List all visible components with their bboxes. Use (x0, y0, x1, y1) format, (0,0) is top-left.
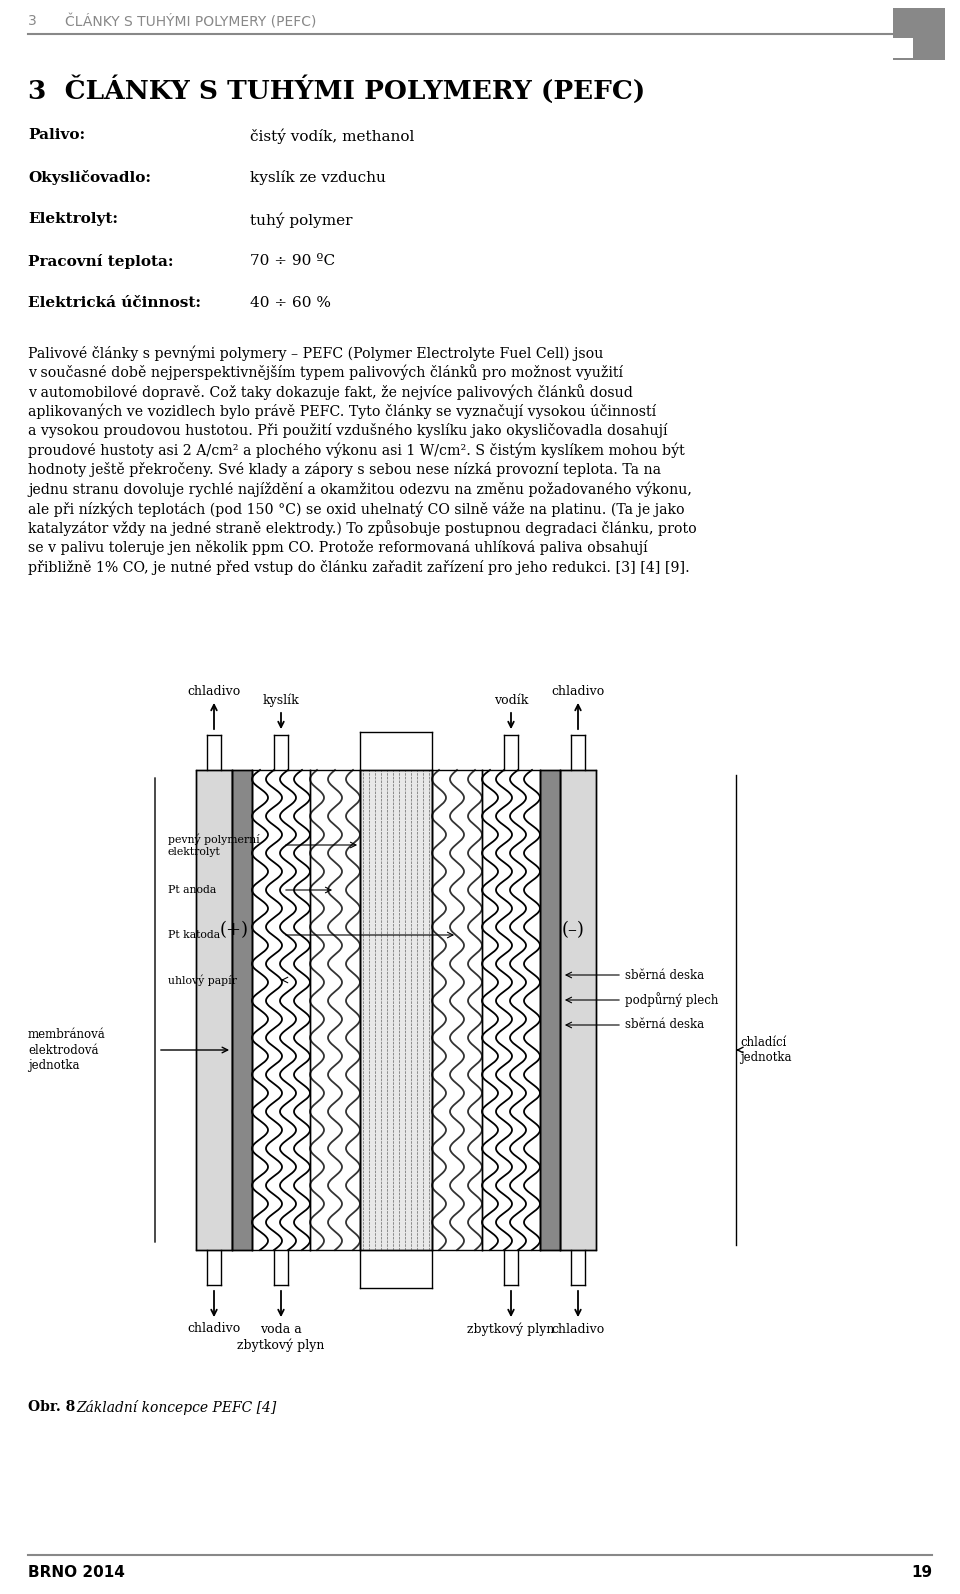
Text: Pracovní teplota:: Pracovní teplota: (28, 253, 174, 269)
Text: sběrná deska: sběrná deska (625, 1019, 704, 1031)
Text: Pt anoda: Pt anoda (168, 885, 216, 894)
Text: chladivo: chladivo (187, 685, 241, 698)
Text: aplikovaných ve vozidlech bylo právě PEFC. Tyto články se vyznačují vysokou účin: aplikovaných ve vozidlech bylo právě PEF… (28, 403, 656, 419)
Bar (893, 8, 945, 61)
Bar (360, 770, 432, 1250)
Text: zbytkový plyn: zbytkový plyn (468, 1323, 555, 1336)
Text: v současné době nejperspektivnějším typem palivových článků pro možnost využití: v současné době nejperspektivnějším type… (28, 365, 623, 381)
Text: 3  ČLÁNKY S TUHÝMI POLYMERY (PEFC): 3 ČLÁNKY S TUHÝMI POLYMERY (PEFC) (28, 75, 645, 104)
Text: a vysokou proudovou hustotou. Při použití vzdušného kyslíku jako okysličovadla d: a vysokou proudovou hustotou. Při použit… (28, 422, 667, 438)
Text: BRNO 2014: BRNO 2014 (28, 1565, 125, 1580)
Text: 40 ÷ 60 %: 40 ÷ 60 % (250, 296, 331, 309)
Text: pevný polymerní
elektrolyt: pevný polymerní elektrolyt (168, 834, 259, 856)
Text: sběrná deska: sběrná deska (625, 969, 704, 982)
Text: se v palivu toleruje jen několik ppm CO. Protože reformovaná uhlíková paliva obs: se v palivu toleruje jen několik ppm CO.… (28, 540, 648, 555)
Text: hodnoty ještě překročeny. Své klady a zápory s sebou nese nízká provozní teplota: hodnoty ještě překročeny. Své klady a zá… (28, 462, 661, 477)
Text: tuhý polymer: tuhý polymer (250, 212, 352, 228)
Text: Elektrolyt:: Elektrolyt: (28, 212, 118, 226)
Text: (–): (–) (562, 921, 585, 939)
Bar (893, 38, 913, 57)
Text: chladící
jednotka: chladící jednotka (740, 1036, 791, 1065)
Text: chladivo: chladivo (551, 685, 605, 698)
Text: membránová
elektrodová
jednotka: membránová elektrodová jednotka (28, 1028, 106, 1071)
Text: kyslík ze vzduchu: kyslík ze vzduchu (250, 171, 386, 185)
Text: Pt katoda: Pt katoda (168, 929, 220, 940)
Text: Okysličovadlo:: Okysličovadlo: (28, 171, 151, 185)
Text: Obr. 8: Obr. 8 (28, 1400, 80, 1414)
Text: uhlový papír: uhlový papír (168, 974, 237, 985)
Text: jednu stranu dovoluje rychlé najíždění a okamžitou odezvu na změnu požadovaného : jednu stranu dovoluje rychlé najíždění a… (28, 481, 692, 497)
Text: v automobilové dopravě. Což taky dokazuje fakt, že nejvíce palivových článků dos: v automobilové dopravě. Což taky dokazuj… (28, 384, 633, 400)
Text: proudové hustoty asi 2 A/cm² a plochého výkonu asi 1 W/cm². S čistým kyslíkem mo: proudové hustoty asi 2 A/cm² a plochého … (28, 443, 684, 457)
Text: 70 ÷ 90 ºC: 70 ÷ 90 ºC (250, 253, 335, 268)
Bar (540, 770, 560, 1250)
Bar (560, 770, 596, 1250)
Text: kyslík: kyslík (263, 693, 300, 708)
Text: podpůrný plech: podpůrný plech (625, 993, 718, 1007)
Text: přibližně 1% CO, je nutné před vstup do článku zařadit zařízení pro jeho redukci: přibližně 1% CO, je nutné před vstup do … (28, 559, 689, 574)
Text: 3: 3 (28, 14, 36, 29)
Text: čistý vodík, methanol: čistý vodík, methanol (250, 128, 415, 143)
Text: Elektrická účinnost:: Elektrická účinnost: (28, 296, 201, 309)
Bar (232, 770, 252, 1250)
Text: Základní koncepce PEFC [4]: Základní koncepce PEFC [4] (76, 1400, 276, 1415)
Bar (196, 770, 232, 1250)
Text: ale při nízkých teplotách (pod 150 °C) se oxid uhelnatý CO silně váže na platinu: ale při nízkých teplotách (pod 150 °C) s… (28, 501, 684, 516)
Text: katalyzátor vždy na jedné straně elektrody.) To způsobuje postupnou degradaci čl: katalyzátor vždy na jedné straně elektro… (28, 521, 697, 536)
Text: 19: 19 (911, 1565, 932, 1580)
Text: vodík: vodík (493, 693, 528, 708)
Text: voda a
zbytkový plyn: voda a zbytkový plyn (237, 1323, 324, 1352)
Text: Palivové články s pevnými polymery – PEFC (Polymer Electrolyte Fuel Cell) jsou: Palivové články s pevnými polymery – PEF… (28, 344, 604, 360)
Text: chladivo: chladivo (187, 1321, 241, 1336)
Text: (+): (+) (220, 921, 249, 939)
Text: ČLÁNKY S TUHÝMI POLYMERY (PEFC): ČLÁNKY S TUHÝMI POLYMERY (PEFC) (65, 14, 317, 29)
Text: Palivo:: Palivo: (28, 128, 85, 142)
Text: chladivo: chladivo (551, 1323, 605, 1336)
